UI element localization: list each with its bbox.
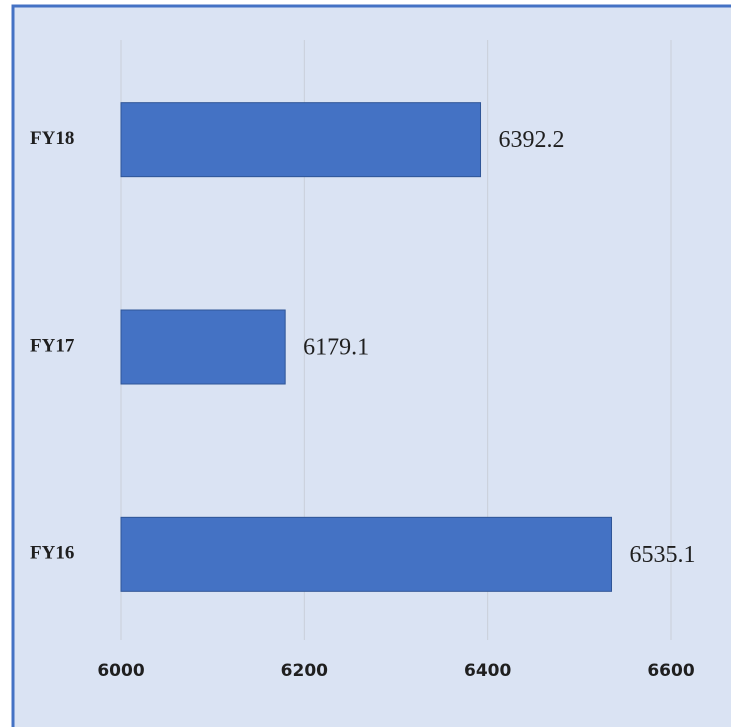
x-tick-label: 6200 [281,661,328,681]
bar [120,516,613,592]
bar [120,309,286,385]
x-tick-label: 6600 [647,661,694,681]
data-label: 6392.2 [499,127,565,153]
data-label: 6179.1 [303,335,369,361]
y-tick-label: FY16 [30,543,74,564]
y-tick-label: FY18 [30,128,74,149]
y-tick-label: FY17 [30,335,75,356]
x-tick-label: 6000 [97,661,144,681]
bar [120,102,482,178]
data-label: 6535.1 [630,542,696,568]
x-tick-label: 6400 [464,661,511,681]
